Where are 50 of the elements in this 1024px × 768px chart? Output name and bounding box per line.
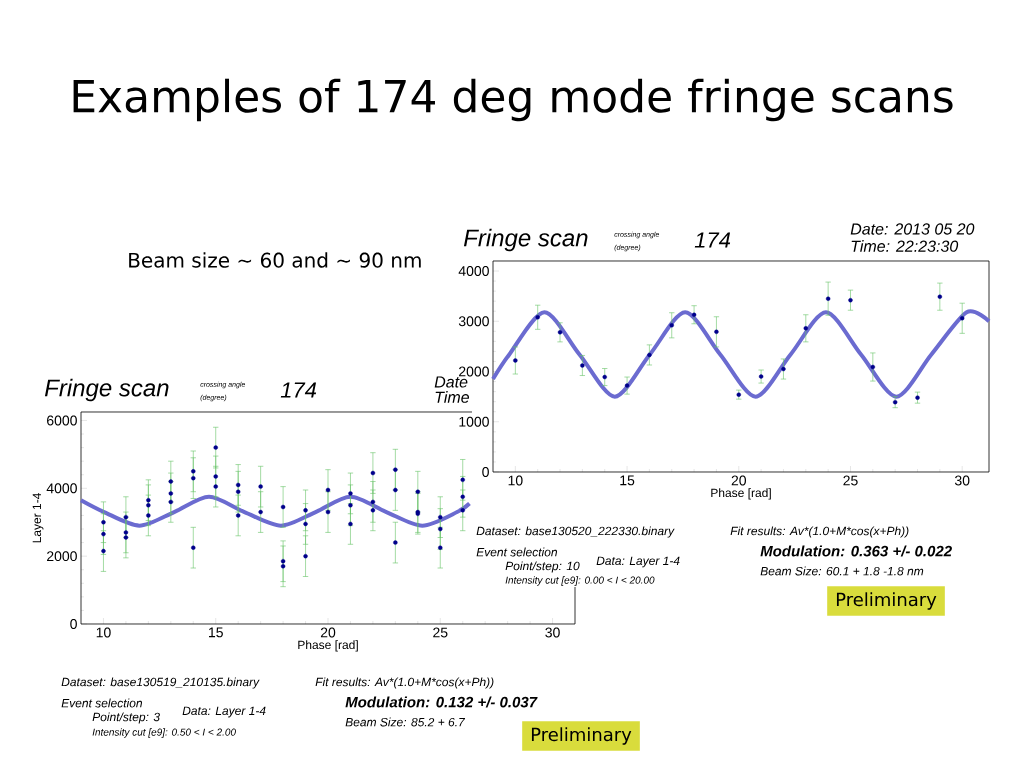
y-tick-label: 4000 [46, 483, 77, 494]
x-tick-label: 25 [843, 475, 858, 486]
text: Data: Layer 1-4 [182, 706, 266, 718]
text: Time [435, 391, 470, 403]
chart-title: Fringe scan [463, 228, 588, 252]
text: Intensity cut [e9]: 0.50 < I < 2.00 [92, 728, 236, 738]
y-tick-label: 1000 [459, 416, 489, 427]
annotation: Event selection [476, 547, 558, 557]
text: Date [434, 376, 468, 388]
text: Preliminary [531, 727, 632, 745]
y-tick-label: 6000 [47, 415, 77, 426]
text: Preliminary [836, 592, 937, 610]
x-tick-label: 15 [620, 475, 635, 486]
x-tick-label: 10 [508, 475, 523, 486]
annotation: Dataset: base130520_222330.binary [476, 526, 675, 538]
x-tick-label: 20 [320, 627, 336, 638]
text: Dataset: base130519_210135.binary [61, 677, 260, 689]
x-axis-title: Phase [rad] [711, 488, 771, 500]
text: Beam size ~ 60 and ~ 90 nm [129, 252, 421, 268]
text: Modulation: 0.363 +/- 0.022 [760, 545, 952, 557]
x-tick-label: 10 [96, 627, 111, 638]
text: Fit results: Av*(1.0+M*cos(x+Ph)) [315, 677, 494, 689]
x-tick-label: 30 [545, 627, 560, 638]
text: 174 [694, 232, 731, 248]
y-tick-label: 0 [70, 619, 77, 629]
text: Point/step: 3 [92, 712, 160, 724]
y-tick-label: 3000 [458, 316, 489, 327]
y-tick-label: 2000 [459, 366, 489, 377]
text: Beam Size: 60.1 + 1.8 -1.8 nm [760, 566, 924, 576]
y-axis-title: Layer 1-4 [32, 493, 44, 543]
chart-title: Fringe scan [44, 378, 169, 402]
x-axis-title: Phase [rad] [298, 640, 358, 652]
text: Fit results: Av*(1.0+M*cos(x+Ph)) [730, 526, 909, 538]
y-tick-label: 4000 [458, 266, 489, 276]
y-tick-label: 0 [482, 467, 489, 477]
text: Beam Size: 85.2 + 6.7 [345, 717, 466, 727]
text: 174 [280, 382, 317, 398]
text: Data: Layer 1-4 [596, 556, 680, 568]
text: Examples of 174 deg mode fringe scans [73, 78, 953, 122]
x-tick-label: 20 [731, 475, 747, 486]
y-tick-label: 2000 [47, 551, 77, 562]
text: Time: 22:23:30 [851, 240, 959, 252]
text: Event selection [61, 698, 143, 708]
x-tick-label: 15 [209, 627, 223, 638]
annotation: Point/step: 10 [505, 561, 580, 573]
annotation: Intensity cut [e9]: 0.00 < I < 20.00 [505, 576, 655, 586]
text: Modulation: 0.132 +/- 0.037 [345, 696, 538, 708]
x-tick-label: 30 [954, 475, 970, 486]
text: Date: 2013 05 20 [850, 223, 975, 235]
x-tick-label: 25 [433, 627, 448, 638]
